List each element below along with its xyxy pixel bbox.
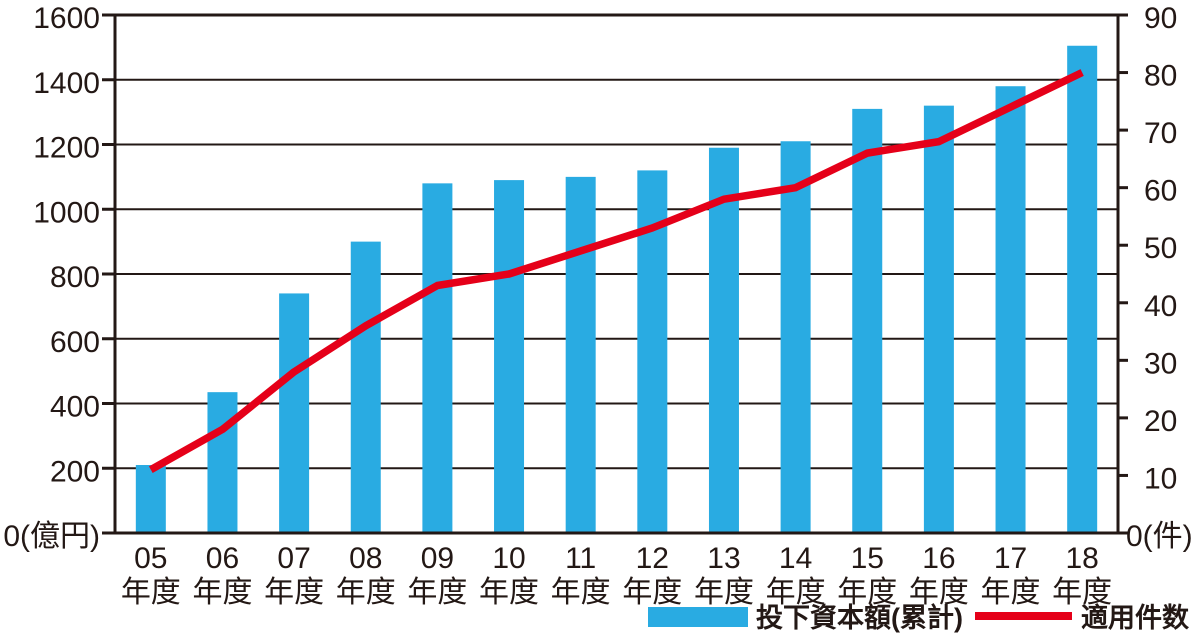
legend-bar-label: 投下資本額(累計) bbox=[756, 602, 963, 633]
left-axis-label-200: 200 bbox=[50, 455, 100, 488]
x-label-suffix-14: 年度 bbox=[766, 576, 826, 609]
x-label-06: 06 bbox=[206, 542, 239, 575]
bar-11 bbox=[565, 176, 596, 533]
left-axis-label-1200: 1200 bbox=[33, 132, 100, 165]
right-axis-label-40: 40 bbox=[1144, 290, 1177, 323]
right-axis-label-30: 30 bbox=[1144, 347, 1177, 380]
x-label-suffix-13: 年度 bbox=[694, 576, 754, 609]
x-label-09: 09 bbox=[421, 542, 454, 575]
bar-07 bbox=[279, 293, 310, 533]
bar-18 bbox=[1067, 45, 1098, 533]
x-label-08: 08 bbox=[349, 542, 382, 575]
bar-13 bbox=[708, 147, 739, 534]
bar-15 bbox=[852, 108, 883, 533]
x-label-suffix-07: 年度 bbox=[264, 576, 324, 609]
left-axis-label-600: 600 bbox=[50, 326, 100, 359]
x-label-suffix-06: 年度 bbox=[192, 576, 252, 609]
bar-06 bbox=[207, 392, 238, 533]
x-label-suffix-15: 年度 bbox=[837, 576, 897, 609]
x-label-13: 13 bbox=[707, 542, 740, 575]
x-label-suffix-10: 年度 bbox=[479, 576, 539, 609]
left-axis-label-400: 400 bbox=[50, 391, 100, 424]
right-axis-label-0: 0(件) bbox=[1126, 520, 1193, 553]
gridlines bbox=[115, 78, 1118, 470]
right-axis-label-20: 20 bbox=[1144, 405, 1177, 438]
legend-bar-swatch bbox=[648, 607, 748, 627]
x-label-11: 11 bbox=[565, 542, 596, 575]
category-labels: 05年度06年度07年度08年度09年度10年度11年度12年度13年度14年度… bbox=[121, 542, 1112, 609]
x-label-suffix-05: 年度 bbox=[121, 576, 181, 609]
x-label-suffix-18: 年度 bbox=[1052, 576, 1112, 609]
x-label-16: 16 bbox=[922, 542, 955, 575]
legend: 投下資本額(累計) 適用件数 bbox=[648, 602, 1190, 633]
axes bbox=[102, 13, 1128, 535]
x-label-suffix-09: 年度 bbox=[407, 576, 467, 609]
x-label-suffix-12: 年度 bbox=[622, 576, 682, 609]
right-axis-label-90: 90 bbox=[1144, 2, 1177, 35]
line-series bbox=[148, 69, 1084, 473]
right-axis-label-10: 10 bbox=[1144, 462, 1177, 495]
x-label-suffix-08: 年度 bbox=[336, 576, 396, 609]
x-label-05: 05 bbox=[134, 542, 167, 575]
right-axis-label-70: 70 bbox=[1144, 117, 1177, 150]
right-axis-label-50: 50 bbox=[1144, 232, 1177, 265]
x-label-suffix-17: 年度 bbox=[981, 576, 1041, 609]
bar-08 bbox=[350, 241, 381, 533]
left-axis-label-1000: 1000 bbox=[33, 196, 100, 229]
x-label-18: 18 bbox=[1065, 542, 1098, 575]
bar-series bbox=[135, 45, 1098, 534]
x-label-suffix-11: 年度 bbox=[551, 576, 611, 609]
x-label-15: 15 bbox=[851, 542, 884, 575]
right-axis-label-60: 60 bbox=[1144, 175, 1177, 208]
x-label-suffix-16: 年度 bbox=[909, 576, 969, 609]
x-label-12: 12 bbox=[636, 542, 669, 575]
left-axis-label-1400: 1400 bbox=[33, 67, 100, 100]
bar-17 bbox=[995, 86, 1026, 533]
trend-line bbox=[148, 69, 1084, 473]
left-axis-label-0: 0(億円) bbox=[3, 520, 100, 553]
right-axis-label-80: 80 bbox=[1144, 60, 1177, 93]
bar-09 bbox=[422, 183, 453, 533]
bar-05 bbox=[135, 465, 166, 533]
legend-line-label: 適用件数 bbox=[1081, 602, 1190, 633]
x-label-17: 17 bbox=[994, 542, 1027, 575]
x-label-10: 10 bbox=[492, 542, 525, 575]
right-axis-labels: 0(件) 10 20 30 40 50 60 70 80 90 bbox=[1126, 2, 1193, 553]
x-label-07: 07 bbox=[277, 542, 310, 575]
left-axis-labels: 0(億円) 200 400 600 800 1000 1200 1400 1600 bbox=[3, 2, 100, 553]
bar-16 bbox=[923, 105, 954, 534]
x-label-14: 14 bbox=[779, 542, 812, 575]
bar-14 bbox=[780, 141, 811, 533]
bar-10 bbox=[494, 180, 525, 534]
left-axis-label-1600: 1600 bbox=[33, 2, 100, 35]
left-axis-label-800: 800 bbox=[50, 261, 100, 294]
